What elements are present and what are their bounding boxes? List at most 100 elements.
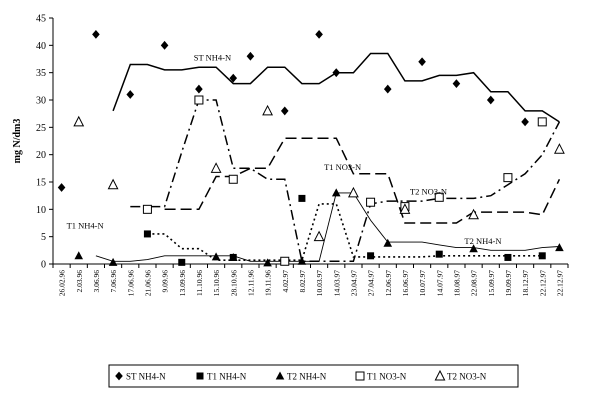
x-tick-label: 10.03.97: [315, 270, 324, 297]
x-tick-label: 16.06.97: [401, 270, 410, 297]
data-point-0: [486, 95, 495, 105]
data-point-4: [210, 162, 222, 173]
x-tick-label: 19.09.97: [504, 270, 513, 297]
data-point-1: [143, 230, 151, 238]
data-point-3: [142, 204, 152, 214]
plot-area: 0 5 10 15 20 25 30 35 40 45 26.02.96 2.03.96 3.06.96…: [36, 14, 569, 297]
data-point-2: [555, 243, 564, 252]
x-tick-label: 10.07.97: [418, 270, 427, 297]
x-tick-label: 12.11.96: [246, 270, 255, 296]
data-point-3: [280, 256, 290, 266]
series-line-0: [112, 52, 560, 123]
y-tick-label: 40: [36, 41, 46, 52]
data-point-2: [469, 244, 478, 253]
data-point-0: [92, 30, 100, 39]
data-point-1: [504, 253, 512, 261]
data-point-0: [280, 106, 289, 116]
x-tick-label: 7.06.96: [109, 270, 118, 293]
data-point-1: [538, 252, 546, 260]
x-tick-label: 17.06.96: [126, 270, 135, 297]
y-tick-label: 20: [36, 150, 46, 161]
legend-marker: [115, 371, 123, 381]
data-point-0: [160, 40, 169, 50]
x-tick-label: 11.10.96: [195, 270, 204, 296]
data-point-3: [537, 117, 547, 127]
data-point-4: [262, 104, 274, 116]
x-tick-label: 8.02.97: [298, 270, 307, 293]
legend-box: [108, 364, 519, 388]
legend-label: ST NH4-N: [126, 372, 166, 382]
data-point-2: [211, 252, 221, 261]
legend-label: T1 NH4-N: [207, 372, 247, 382]
data-point-0: [332, 68, 341, 78]
data-point-4: [73, 115, 85, 127]
x-tick-label: 22.12.97: [555, 270, 564, 297]
x-tick-label: 14.07.97: [435, 270, 444, 297]
data-point-2: [74, 251, 84, 260]
data-point-0: [195, 84, 203, 94]
x-tick-label: 27.04.97: [367, 270, 376, 297]
series-line-3: [164, 137, 561, 224]
y-tick-label: 45: [36, 14, 46, 25]
legend: ST NH4-N T1 NH4-N T2 NH4-N T1 NO3-N T2 NO3-N: [108, 364, 519, 388]
series-annotation: T2 NH4-N: [464, 236, 501, 246]
legend-label: T2 NH4-N: [287, 372, 327, 382]
y-tick-label: 10: [36, 205, 46, 216]
data-point-0: [418, 57, 426, 67]
y-tick-label: 5: [41, 232, 46, 243]
y-tick-label: 35: [36, 68, 46, 79]
data-point-3: [503, 173, 513, 183]
data-point-0: [246, 51, 255, 61]
data-point-2: [108, 257, 118, 266]
data-point-2: [263, 258, 272, 267]
x-tick-label: 18.12.97: [521, 270, 530, 297]
series-annotation: T1 NO3-N: [324, 162, 361, 172]
data-point-3: [194, 95, 204, 105]
series-line-2: [95, 192, 560, 262]
y-tick-label: 25: [36, 123, 46, 134]
x-tick-label: 15.09.97: [487, 270, 496, 297]
data-point-1: [367, 252, 375, 260]
data-point-0: [383, 84, 392, 94]
data-point-1: [298, 194, 306, 202]
x-tick-label: 22.12.97: [538, 270, 547, 297]
x-tick-label: 13.09.96: [178, 270, 187, 297]
x-tick-label: 18.08.97: [452, 270, 461, 297]
data-point-1: [178, 258, 186, 266]
series-annotation: ST NH4-N: [194, 53, 231, 63]
x-tick-label: 9.09.96: [161, 270, 170, 293]
x-tick-label: 26.02.96: [58, 270, 67, 297]
legend-label: T2 NO3-N: [447, 372, 487, 382]
x-tick-label: 23.04.97: [349, 270, 358, 297]
x-tick-label: 21.06.96: [143, 270, 152, 297]
legend-marker: [355, 371, 365, 381]
legend-marker: [275, 371, 285, 380]
data-point-0: [315, 30, 323, 39]
data-point-4: [553, 143, 565, 154]
series-annotation: T2 NO3-N: [410, 187, 447, 197]
data-point-4: [107, 178, 119, 190]
x-tick-label: 15.10.96: [212, 270, 221, 297]
x-tick-label: 12.06.97: [384, 270, 393, 297]
data-point-0: [57, 183, 66, 192]
y-tick-label: 0: [41, 260, 46, 271]
legend-marker: [196, 372, 204, 380]
data-point-2: [383, 238, 393, 247]
data-point-3: [228, 174, 238, 184]
x-tick-label: 14.03.97: [332, 270, 341, 297]
data-point-3: [434, 192, 444, 202]
data-point-0: [521, 117, 529, 127]
x-tick-label: 2.03.96: [75, 270, 84, 293]
data-point-4: [468, 208, 480, 220]
y-tick-label: 30: [36, 96, 46, 107]
x-tick-label: 28.10.96: [229, 270, 238, 297]
data-point-4: [313, 230, 325, 242]
data-point-1: [435, 250, 443, 258]
data-point-2: [228, 252, 238, 261]
series-annotation: T1 NH4-N: [67, 220, 104, 230]
x-tick-label: 19.11.96: [264, 270, 273, 296]
x-tick-label: 3.06.96: [92, 270, 101, 293]
y-axis-label: mg N/dm3: [12, 119, 23, 164]
data-point-2: [331, 188, 341, 197]
